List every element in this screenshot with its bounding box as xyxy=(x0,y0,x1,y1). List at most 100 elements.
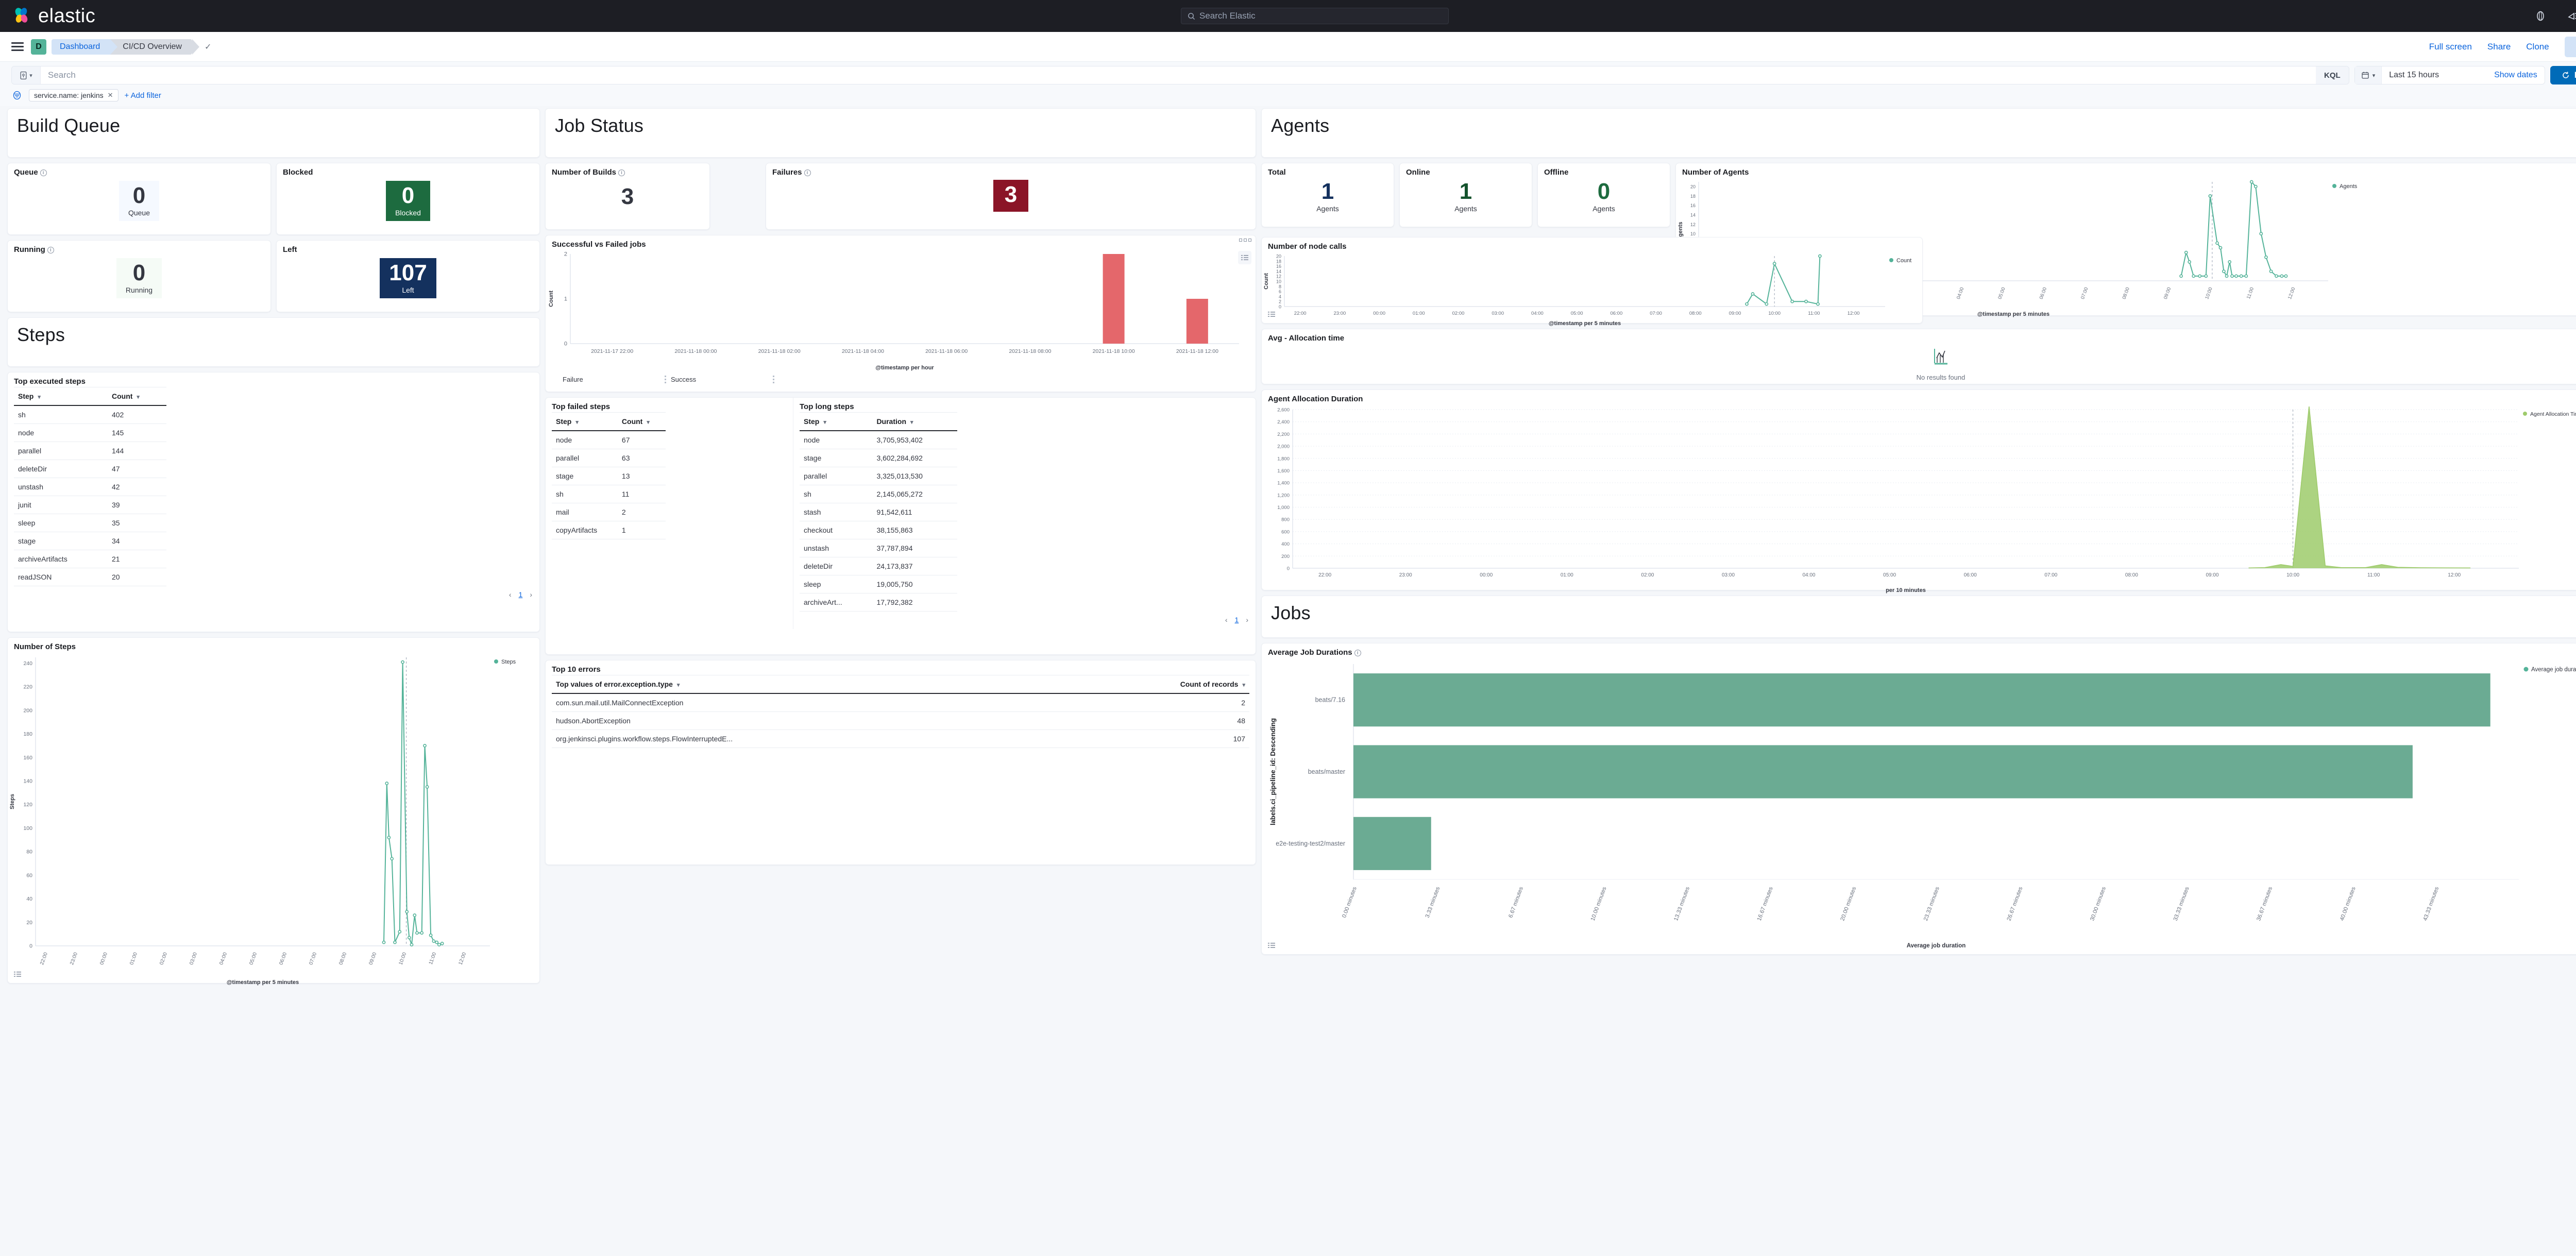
share-button[interactable]: Share xyxy=(2487,41,2511,52)
table-row[interactable]: sleep 35 xyxy=(14,514,166,532)
metric-number-of-builds[interactable]: Number of Builds i 3 xyxy=(545,163,710,230)
table-row[interactable]: unstash 37,787,894 xyxy=(800,539,957,557)
svg-text:beats/7.16: beats/7.16 xyxy=(1315,697,1345,704)
legend-item-failure[interactable]: Failure xyxy=(559,376,667,383)
table-row[interactable]: sh 402 xyxy=(14,405,166,424)
calendar-button[interactable]: ▾ xyxy=(2354,66,2382,84)
filter-pill-service-name[interactable]: service.name: jenkins ✕ xyxy=(29,89,118,101)
breadcrumb-dashboard[interactable]: Dashboard xyxy=(52,39,118,55)
next-page-icon[interactable]: › xyxy=(530,590,532,599)
metric-agents-offline[interactable]: Offline 0 Agents xyxy=(1537,163,1670,227)
average-job-durations-chart[interactable]: beats/7.16 beats/master e2e-testing-test2/… xyxy=(1262,658,2576,951)
prev-page-icon[interactable]: ‹ xyxy=(509,590,512,599)
column-header-exception-type[interactable]: Top values of error.exception.type ▾ xyxy=(552,675,901,694)
table-row[interactable]: deleteDir 24,173,837 xyxy=(800,557,957,575)
next-page-icon[interactable]: › xyxy=(1246,616,1248,624)
info-icon[interactable]: i xyxy=(1354,649,1361,656)
legend-item-success[interactable]: Success xyxy=(667,376,775,383)
page-number[interactable]: 1 xyxy=(1234,616,1239,624)
info-icon[interactable]: i xyxy=(40,169,47,176)
inspect-icon[interactable] xyxy=(1266,309,1277,320)
table-row[interactable]: junit 39 xyxy=(14,496,166,514)
edit-button[interactable]: Edit xyxy=(2564,36,2576,57)
info-icon[interactable]: i xyxy=(618,169,625,176)
column-header-duration[interactable]: Duration ▾ xyxy=(872,412,957,431)
table-row[interactable]: stash 91,542,611 xyxy=(800,503,957,521)
page-number[interactable]: 1 xyxy=(518,590,523,599)
successful-vs-failed-jobs-chart[interactable]: 0 1 2 2021-11-17 22:00 2021-11-18 00:00 2021-… xyxy=(546,250,1256,372)
table-row[interactable]: checkout 38,155,863 xyxy=(800,521,957,539)
drag-handle-icon[interactable] xyxy=(771,376,775,383)
table-row[interactable]: hudson.AbortException 48 xyxy=(552,711,1249,730)
column-header-count[interactable]: Count ▾ xyxy=(617,412,666,431)
table-row[interactable]: archiveArt... 17,792,382 xyxy=(800,593,957,612)
table-row[interactable]: sh 2,145,065,272 xyxy=(800,485,957,503)
table-row[interactable]: parallel 63 xyxy=(552,449,666,467)
metric-agents-total[interactable]: Total 1 Agents xyxy=(1261,163,1394,227)
prev-page-icon[interactable]: ‹ xyxy=(1225,616,1228,624)
table-row[interactable]: parallel 3,325,013,530 xyxy=(800,467,957,485)
column-header-step[interactable]: Step ▾ xyxy=(552,412,618,431)
metric-running[interactable]: Running i 0 Running xyxy=(7,240,271,312)
table-row[interactable]: unstash 42 xyxy=(14,478,166,496)
help-icon[interactable] xyxy=(2534,9,2547,23)
table-row[interactable]: readJSON 20 xyxy=(14,568,166,586)
inspect-icon[interactable] xyxy=(1266,940,1277,951)
metric-left[interactable]: Left 107 Left xyxy=(276,240,540,312)
svg-text:08:00: 08:00 xyxy=(1689,311,1702,316)
number-of-node-calls-chart[interactable]: 0 2 4 6 8 10 12 14 16 18 20 22:00 23:00 00:00 01:00 02:… xyxy=(1262,252,1922,327)
table-row[interactable]: copyArtifacts 1 xyxy=(552,521,666,539)
metric-agents-online[interactable]: Online 1 Agents xyxy=(1399,163,1532,227)
drag-handle-icon[interactable] xyxy=(663,376,667,383)
info-icon[interactable]: i xyxy=(47,246,54,253)
breadcrumb-current[interactable]: CI/CD Overview xyxy=(110,39,199,55)
menu-icon[interactable] xyxy=(11,42,24,51)
table-row[interactable]: sh 11 xyxy=(552,485,666,503)
metric-failures[interactable]: Failures i 3 xyxy=(766,163,1256,230)
table-row[interactable]: archiveArtifacts 21 xyxy=(14,550,166,568)
global-search-input[interactable]: Search Elastic xyxy=(1181,8,1449,24)
column-header-step[interactable]: Step ▾ xyxy=(14,387,108,406)
number-of-steps-chart[interactable]: 0 20 40 60 80 100 120 140 160 180 200 220 240 22:00 23… xyxy=(8,652,539,986)
full-screen-button[interactable]: Full screen xyxy=(2429,41,2472,52)
table-row[interactable]: stage 34 xyxy=(14,532,166,550)
date-range-picker[interactable]: ▾ Last 15 hours Show dates xyxy=(2354,66,2545,84)
clone-button[interactable]: Clone xyxy=(2526,41,2549,52)
table-row[interactable]: stage 13 xyxy=(552,467,666,485)
refresh-button[interactable]: Refresh xyxy=(2550,66,2576,84)
table-row[interactable]: node 145 xyxy=(14,423,166,442)
date-range-value[interactable]: Last 15 hours xyxy=(2389,71,2439,79)
panel-menu-button[interactable] xyxy=(1239,239,1251,242)
table-row[interactable]: node 3,705,953,402 xyxy=(800,431,957,449)
megaphone-icon[interactable] xyxy=(2566,9,2576,23)
search-input[interactable]: Search xyxy=(48,70,76,80)
table-row[interactable]: stage 3,602,284,692 xyxy=(800,449,957,467)
table-row[interactable]: mail 2 xyxy=(552,503,666,521)
table-row[interactable]: org.jenkinsci.plugins.workflow.steps.Flo… xyxy=(552,729,1249,748)
filter-icon[interactable] xyxy=(11,90,23,101)
column-header-step[interactable]: Step ▾ xyxy=(800,412,873,431)
add-filter-button[interactable]: + Add filter xyxy=(124,91,161,100)
table-row[interactable]: sleep 19,005,750 xyxy=(800,575,957,593)
top-executed-steps-pagination[interactable]: ‹ 1 › xyxy=(8,586,539,604)
agent-allocation-duration-chart[interactable]: 0 200 400 600 800 1,000 1,200 1,400 1,600 1,800 2,… xyxy=(1262,404,2576,594)
index-pattern-selector[interactable]: ▾ xyxy=(12,66,41,84)
close-icon[interactable]: ✕ xyxy=(107,91,113,99)
show-dates-button[interactable]: Show dates xyxy=(2494,71,2537,79)
elastic-logo[interactable]: elastic xyxy=(13,5,95,27)
top-long-steps-pagination[interactable]: ‹ 1 › xyxy=(793,612,1256,629)
column-header-count[interactable]: Count ▾ xyxy=(107,387,166,406)
query-language-button[interactable]: KQL xyxy=(2316,66,2349,84)
table-row[interactable]: node 67 xyxy=(552,431,666,449)
table-row[interactable]: com.sun.mail.util.MailConnectException 2 xyxy=(552,693,1249,712)
table-row[interactable]: parallel 144 xyxy=(14,442,166,460)
search-bar[interactable]: ▾ Search KQL xyxy=(11,66,2349,84)
top-executed-steps-title: Top executed steps xyxy=(14,377,86,386)
inspect-icon[interactable] xyxy=(1238,251,1251,264)
column-header-count-of-records[interactable]: Count of records ▾ xyxy=(901,675,1249,694)
inspect-icon[interactable] xyxy=(12,969,23,980)
table-row[interactable]: deleteDir 47 xyxy=(14,460,166,478)
info-icon[interactable]: i xyxy=(804,169,811,176)
metric-queue[interactable]: Queue i 0 Queue xyxy=(7,163,271,235)
metric-blocked[interactable]: Blocked 0 Blocked xyxy=(276,163,540,235)
